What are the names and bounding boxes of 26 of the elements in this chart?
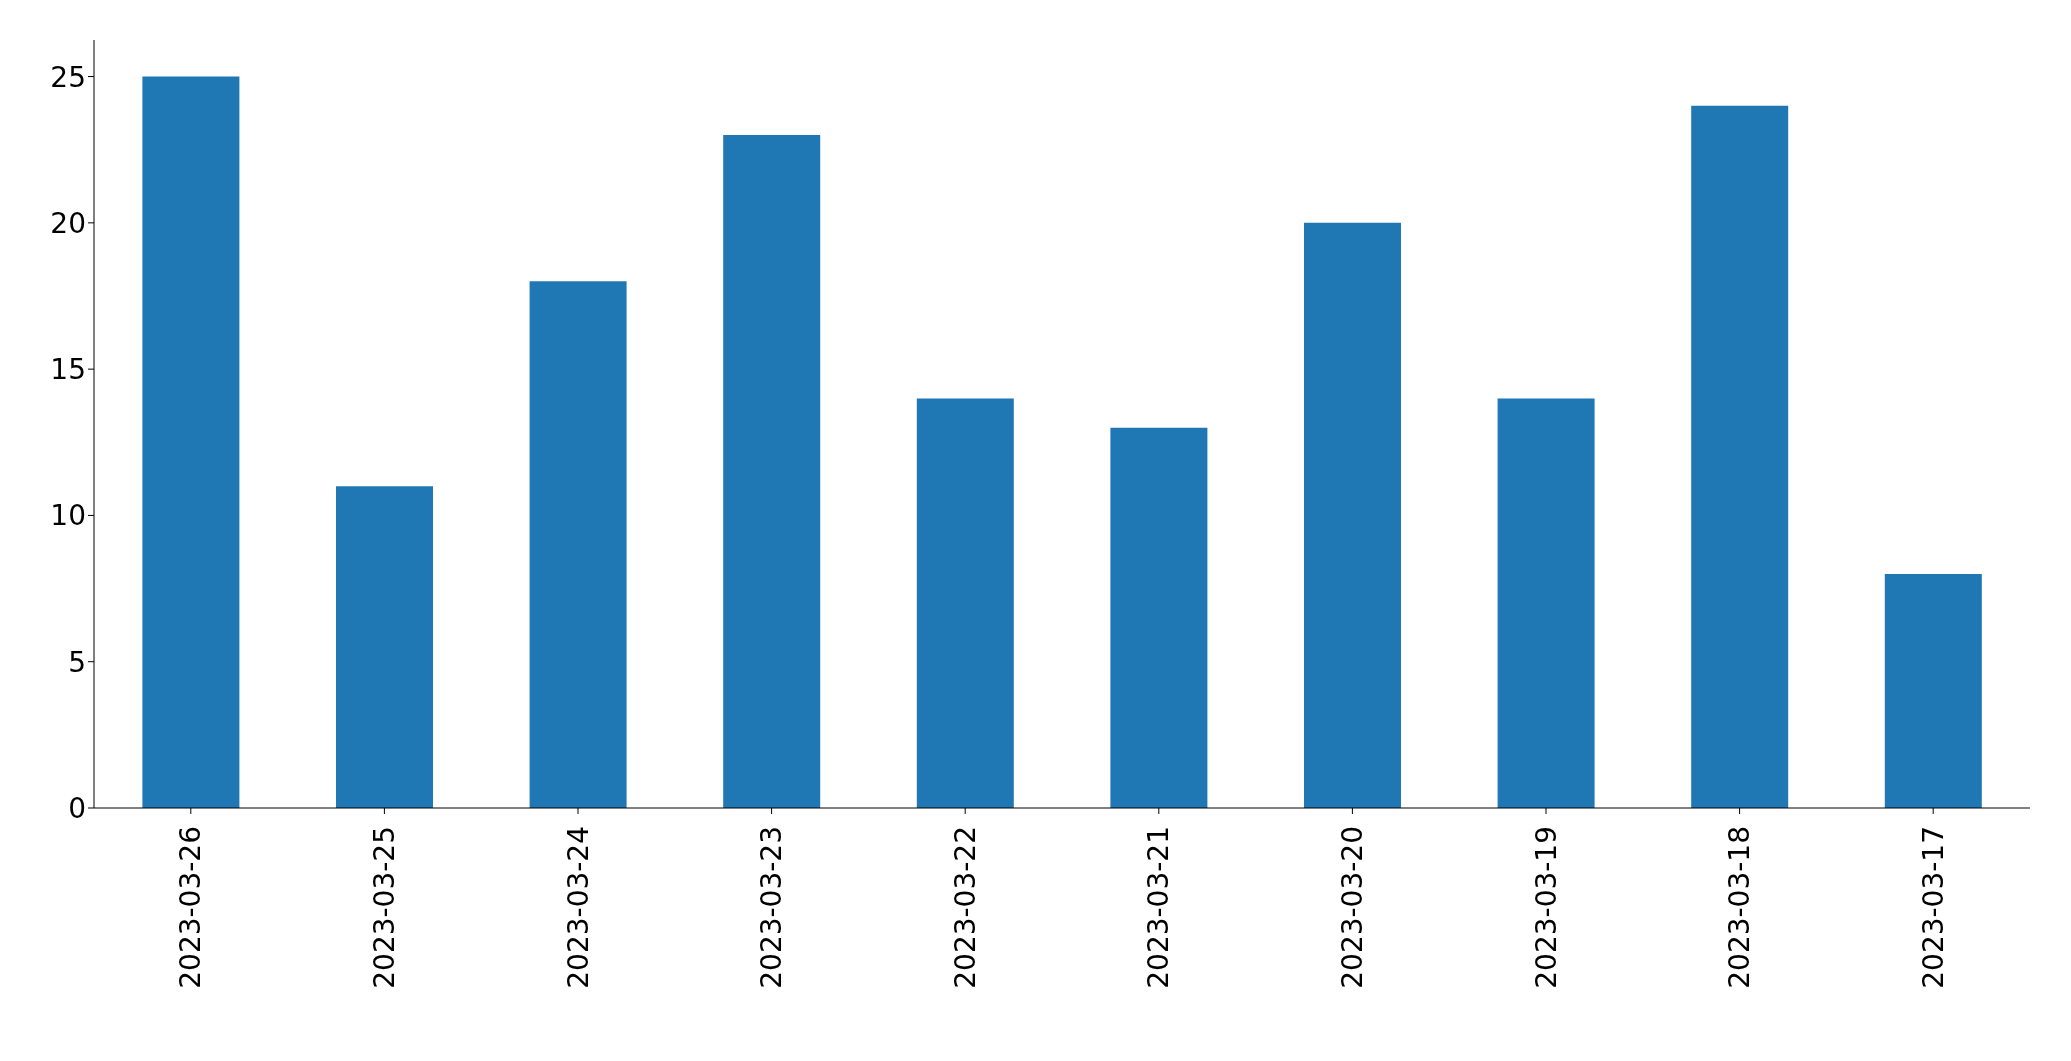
- bar: [916, 398, 1014, 808]
- x-tick-label: 2023-03-26: [174, 826, 208, 989]
- bar: [1691, 105, 1789, 808]
- bar: [1110, 427, 1208, 808]
- bar: [142, 76, 240, 808]
- x-tick-label: 2023-03-22: [948, 826, 982, 989]
- y-tick-label: 10: [50, 499, 86, 533]
- bar: [1304, 222, 1401, 808]
- x-tick-label: 2023-03-19: [1529, 826, 1563, 989]
- y-tick-label: 20: [50, 206, 86, 240]
- bar: [1497, 398, 1595, 808]
- x-tick-label: 2023-03-20: [1335, 826, 1369, 989]
- y-tick-label: 5: [68, 645, 86, 679]
- bar: [723, 135, 821, 808]
- bar: [336, 486, 433, 808]
- x-tick-label: 2023-03-21: [1142, 826, 1176, 989]
- y-tick-label: 25: [50, 60, 86, 94]
- y-tick-label: 0: [68, 791, 86, 825]
- x-tick-label: 2023-03-23: [755, 826, 789, 989]
- x-tick-label: 2023-03-17: [1916, 826, 1950, 989]
- bar: [529, 281, 627, 808]
- x-tick-label: 2023-03-25: [367, 826, 401, 989]
- bar: [1884, 573, 1982, 808]
- y-tick-label: 15: [50, 353, 86, 387]
- x-tick-label: 2023-03-24: [561, 826, 595, 989]
- x-tick-label: 2023-03-18: [1723, 826, 1757, 989]
